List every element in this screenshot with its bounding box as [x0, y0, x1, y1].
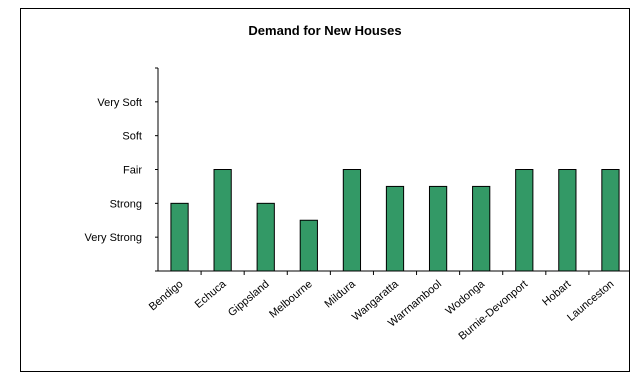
x-tick-label: Gippsland: [226, 278, 272, 319]
bar: [170, 202, 189, 272]
bar: [428, 185, 448, 272]
bar: [213, 169, 232, 272]
x-tick-label: Echuca: [193, 278, 229, 311]
x-tick-label: Launceston: [565, 278, 616, 324]
x-tick-label: Mildura: [322, 278, 358, 311]
x-tick-label: Hobart: [540, 278, 573, 308]
bar: [558, 169, 577, 272]
chart-frame: Demand for New Houses Very Strong Strong F…: [20, 8, 633, 372]
y-tick-label: Very Strong: [85, 232, 142, 244]
bar: [515, 169, 534, 272]
bar: [342, 169, 362, 272]
x-tick-label: Melbourne: [267, 278, 315, 321]
chart-title: Demand for New Houses: [248, 23, 402, 38]
y-tick-label: Strong: [110, 198, 142, 210]
x-tick-label: Wodonga: [443, 278, 487, 318]
bar: [256, 202, 275, 272]
plot-area: Very Strong Strong Fair Soft Very Soft Bendig…: [85, 67, 633, 343]
bar: [472, 185, 491, 272]
bar: [385, 185, 405, 272]
y-tick-label: Fair: [123, 165, 142, 177]
bar: [299, 219, 318, 272]
bar-chart: Very Strong Strong Fair Soft Very Soft Bendig…: [85, 67, 633, 343]
bar: [601, 169, 620, 272]
x-tick-label: Bendigo: [147, 278, 186, 313]
y-tick-label: Soft: [122, 131, 142, 143]
y-tick-label: Very Soft: [97, 97, 142, 109]
